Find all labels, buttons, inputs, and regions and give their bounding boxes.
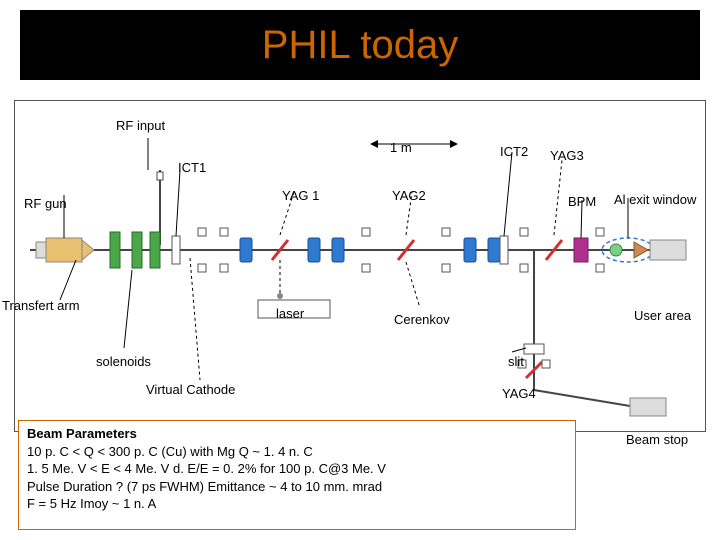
label-yag4: YAG4 [502,386,536,401]
label-solenoids: solenoids [96,354,151,369]
label-ict1: ICT1 [178,160,206,175]
label-cerenkov: Cerenkov [394,312,450,327]
params-line3: Pulse Duration ? (7 ps FWHM) Emittance ~… [27,478,567,496]
bpm [574,200,588,262]
cerenkov-lead [406,262,420,308]
label-ict2: ICT2 [500,144,528,159]
label-yag2: YAG2 [392,188,426,203]
beam-params-box: Beam Parameters 10 p. C < Q < 300 p. C (… [18,420,576,530]
title-bar: PHIL today [20,10,700,80]
label-bpm: BPM [568,194,596,209]
ict2 [500,236,508,264]
label-beam-stop: Beam stop [626,432,688,447]
label-laser: laser [276,306,304,321]
params-title: Beam Parameters [27,425,567,443]
label-rf-input: RF input [116,118,165,133]
params-line1: 10 p. C < Q < 300 p. C (Cu) with Mg Q ~ … [27,443,567,461]
label-transfert-arm: Transfert arm [2,298,80,313]
label-scale: 1 m [390,140,412,155]
label-virtual-cathode: Virtual Cathode [146,382,235,397]
lower-branch [512,250,550,390]
slide: PHIL today [0,0,720,540]
label-slit: slit [508,354,524,369]
beam-stop [534,390,666,416]
params-line2: 1. 5 Me. V < E < 4 Me. V d. E/E = 0. 2% … [27,460,567,478]
beamline-diagram [14,100,704,430]
label-rf-gun: RF gun [24,196,67,211]
transfert-arm-lead [60,260,76,300]
virtual-cathode-lead [190,258,200,380]
solenoids [110,232,160,348]
label-user-area: User area [634,308,691,323]
label-al-exit: Al exit window [614,192,696,207]
label-yag1: YAG 1 [282,188,319,203]
title-text: PHIL today [262,23,458,67]
ict1 [172,236,180,264]
scale-bar [370,140,458,148]
params-line4: F = 5 Hz Imoy ~ 1 n. A [27,495,567,513]
label-yag3: YAG3 [550,148,584,163]
